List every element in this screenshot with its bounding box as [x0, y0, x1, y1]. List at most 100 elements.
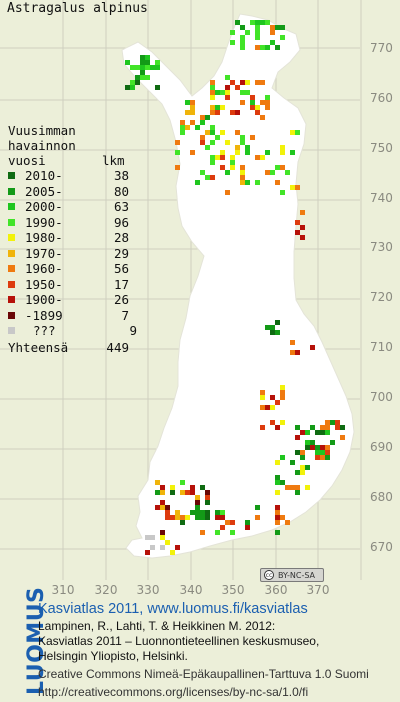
observation-square — [300, 430, 305, 435]
legend-count: 17 — [113, 276, 129, 292]
observation-square — [195, 125, 200, 130]
observation-square — [310, 345, 315, 350]
observation-square — [255, 155, 260, 160]
legend-count: 28 — [113, 230, 129, 246]
legend-row: 2000- 63 — [8, 199, 137, 215]
observation-square — [325, 430, 330, 435]
observation-square — [265, 105, 270, 110]
cc-license-badge[interactable]: cc BY-NC-SA — [260, 568, 324, 582]
observation-square — [230, 530, 235, 535]
observation-square — [320, 445, 325, 450]
observation-square — [155, 480, 160, 485]
legend-row: 1960- 56 — [8, 261, 137, 277]
observation-square — [255, 25, 260, 30]
observation-square — [195, 495, 200, 500]
observation-square — [315, 430, 320, 435]
observation-square — [175, 515, 180, 520]
observation-square — [210, 160, 215, 165]
observation-square — [270, 420, 275, 425]
observation-square — [225, 95, 230, 100]
observation-square — [205, 500, 210, 505]
legend-label: -1899 — [25, 307, 63, 323]
observation-square — [200, 530, 205, 535]
observation-square — [210, 125, 215, 130]
observation-square — [325, 445, 330, 450]
observation-square — [210, 90, 215, 95]
observation-square — [340, 425, 345, 430]
observation-square — [275, 505, 280, 510]
observation-square — [240, 40, 245, 45]
y-tick-label: 740 — [370, 191, 393, 205]
observation-square — [230, 520, 235, 525]
observation-square — [295, 230, 300, 235]
observation-square — [200, 170, 205, 175]
observation-square — [325, 425, 330, 430]
observation-square — [270, 25, 275, 30]
legend-count: 80 — [113, 183, 129, 199]
observation-square — [320, 430, 325, 435]
observation-square — [200, 510, 205, 515]
observation-square — [300, 455, 305, 460]
observation-square — [175, 165, 180, 170]
observation-square — [160, 535, 165, 540]
observation-square — [220, 165, 225, 170]
observation-square — [255, 515, 260, 520]
observation-square — [275, 480, 280, 485]
observation-square — [230, 80, 235, 85]
observation-square — [275, 510, 280, 515]
observation-square — [305, 445, 310, 450]
footer-title-link[interactable]: Kasviatlas 2011, www.luomus.fi/kasviatla… — [38, 601, 308, 617]
observation-square — [265, 150, 270, 155]
observation-square — [160, 545, 165, 550]
legend-row: 2005- 80 — [8, 184, 137, 200]
observation-square — [155, 60, 160, 65]
legend-total-count: 449 — [106, 339, 129, 355]
observation-square — [190, 150, 195, 155]
observation-square — [280, 480, 285, 485]
footer-ref-3: Helsingin Yliopisto, Helsinki. — [38, 649, 188, 663]
observation-square — [265, 100, 270, 105]
legend-label: 1900- — [25, 292, 63, 308]
observation-square — [240, 180, 245, 185]
observation-square — [255, 80, 260, 85]
observation-square — [210, 105, 215, 110]
observation-square — [300, 450, 305, 455]
observation-square — [225, 520, 230, 525]
legend-heading-count: lkm — [102, 153, 125, 168]
observation-square — [160, 530, 165, 535]
observation-square — [270, 40, 275, 45]
footer-license-2[interactable]: http://creativecommons.org/licenses/by-n… — [38, 685, 309, 699]
observation-square — [265, 20, 270, 25]
observation-square — [295, 450, 300, 455]
observation-square — [200, 140, 205, 145]
observation-square — [310, 425, 315, 430]
legend-count: 29 — [113, 245, 129, 261]
observation-square — [205, 130, 210, 135]
legend-swatch — [8, 327, 15, 335]
observation-square — [230, 155, 235, 160]
observation-square — [325, 450, 330, 455]
observation-square — [180, 515, 185, 520]
observation-square — [245, 180, 250, 185]
observation-square — [320, 425, 325, 430]
observation-square — [280, 165, 285, 170]
observation-square — [215, 155, 220, 160]
observation-square — [250, 20, 255, 25]
observation-square — [170, 515, 175, 520]
legend-swatch — [8, 203, 15, 211]
observation-square — [220, 155, 225, 160]
observation-square — [180, 130, 185, 135]
observation-square — [290, 150, 295, 155]
observation-square — [180, 490, 185, 495]
observation-square — [290, 485, 295, 490]
observation-square — [295, 485, 300, 490]
observation-square — [240, 25, 245, 30]
observation-square — [165, 515, 170, 520]
legend-swatch — [8, 265, 15, 273]
observation-square — [260, 395, 265, 400]
observation-square — [275, 25, 280, 30]
observation-square — [295, 185, 300, 190]
observation-square — [205, 490, 210, 495]
legend-row: 1950- 17 — [8, 277, 137, 293]
observation-square — [155, 85, 160, 90]
